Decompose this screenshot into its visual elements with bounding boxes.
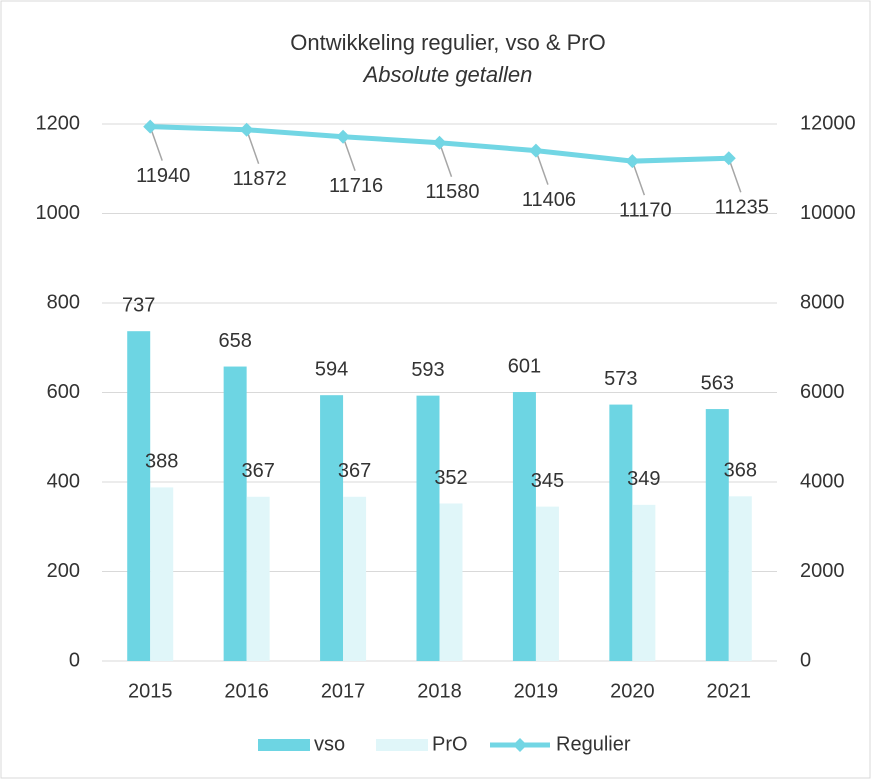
bar <box>535 506 559 661</box>
y2-tick-label: 12000 <box>800 112 856 134</box>
bar <box>609 404 633 661</box>
data-label: 11406 <box>522 189 576 211</box>
y-tick-label: 600 <box>47 381 80 403</box>
marker <box>143 119 158 134</box>
data-label: 593 <box>411 359 444 381</box>
bar <box>246 496 270 661</box>
x-tick-label: 2021 <box>707 680 752 702</box>
data-label: 11235 <box>715 197 769 219</box>
marker <box>336 129 351 144</box>
chart-title: Ontwikkeling regulier, vso & PrO <box>290 30 605 55</box>
marker <box>721 151 736 166</box>
bar <box>439 503 463 661</box>
legend-swatch <box>258 739 310 751</box>
y-tick-label: 200 <box>47 560 80 582</box>
x-tick-label: 2018 <box>417 680 462 702</box>
data-label: 11170 <box>619 199 672 221</box>
data-label: 368 <box>724 460 757 482</box>
data-label: 573 <box>604 368 637 390</box>
x-tick-label: 2015 <box>128 680 173 702</box>
bar <box>343 496 367 661</box>
data-label: 352 <box>434 467 467 489</box>
y-tick-label: 1000 <box>36 202 81 224</box>
legend-label: vso <box>314 733 345 755</box>
data-label: 367 <box>241 460 274 482</box>
leader-line <box>438 142 453 178</box>
leader-line <box>245 129 260 164</box>
data-label: 563 <box>701 372 734 394</box>
bar <box>416 395 440 661</box>
marker <box>528 143 543 158</box>
x-tick-label: 2016 <box>224 680 269 702</box>
legend-marker <box>513 738 527 752</box>
bar <box>320 395 344 661</box>
data-label: 349 <box>627 468 660 490</box>
bar <box>728 496 752 661</box>
leader-line <box>631 160 646 196</box>
leader-line <box>342 136 356 171</box>
bar <box>223 366 247 661</box>
y-tick-label: 1200 <box>36 112 81 134</box>
data-label: 11872 <box>233 168 287 190</box>
x-tick-label: 2017 <box>321 680 366 702</box>
y2-tick-label: 6000 <box>800 381 845 403</box>
y-tick-label: 0 <box>69 649 80 671</box>
legend-label: PrO <box>432 733 468 755</box>
bar <box>705 409 729 661</box>
y2-tick-label: 8000 <box>800 291 845 313</box>
bar <box>150 487 174 661</box>
bar <box>127 331 151 661</box>
leader-line <box>728 157 742 193</box>
data-label: 11580 <box>425 181 479 203</box>
bar <box>512 392 536 661</box>
bar <box>632 504 656 661</box>
y2-tick-label: 10000 <box>800 202 856 224</box>
leader-line <box>535 150 549 185</box>
y2-tick-label: 4000 <box>800 470 845 492</box>
x-tick-label: 2020 <box>610 680 655 702</box>
data-label: 658 <box>218 330 251 352</box>
y2-tick-label: 2000 <box>800 560 845 582</box>
data-label: 737 <box>122 294 155 316</box>
data-label: 345 <box>531 470 564 492</box>
data-label: 367 <box>338 460 371 482</box>
x-tick-label: 2019 <box>514 680 559 702</box>
legend-label: Regulier <box>556 733 631 755</box>
data-label: 594 <box>315 358 348 380</box>
marker <box>432 135 447 150</box>
y-tick-label: 800 <box>47 291 80 313</box>
marker <box>625 154 640 169</box>
data-label: 601 <box>508 355 541 377</box>
y2-tick-label: 0 <box>800 649 811 671</box>
data-label: 11716 <box>329 175 383 197</box>
leader-line <box>149 126 163 161</box>
data-label: 11940 <box>136 165 190 187</box>
chart-subtitle: Absolute getallen <box>362 62 533 87</box>
marker <box>239 122 254 137</box>
data-label: 388 <box>145 451 178 473</box>
y-tick-label: 400 <box>47 470 80 492</box>
legend-swatch <box>376 739 428 751</box>
